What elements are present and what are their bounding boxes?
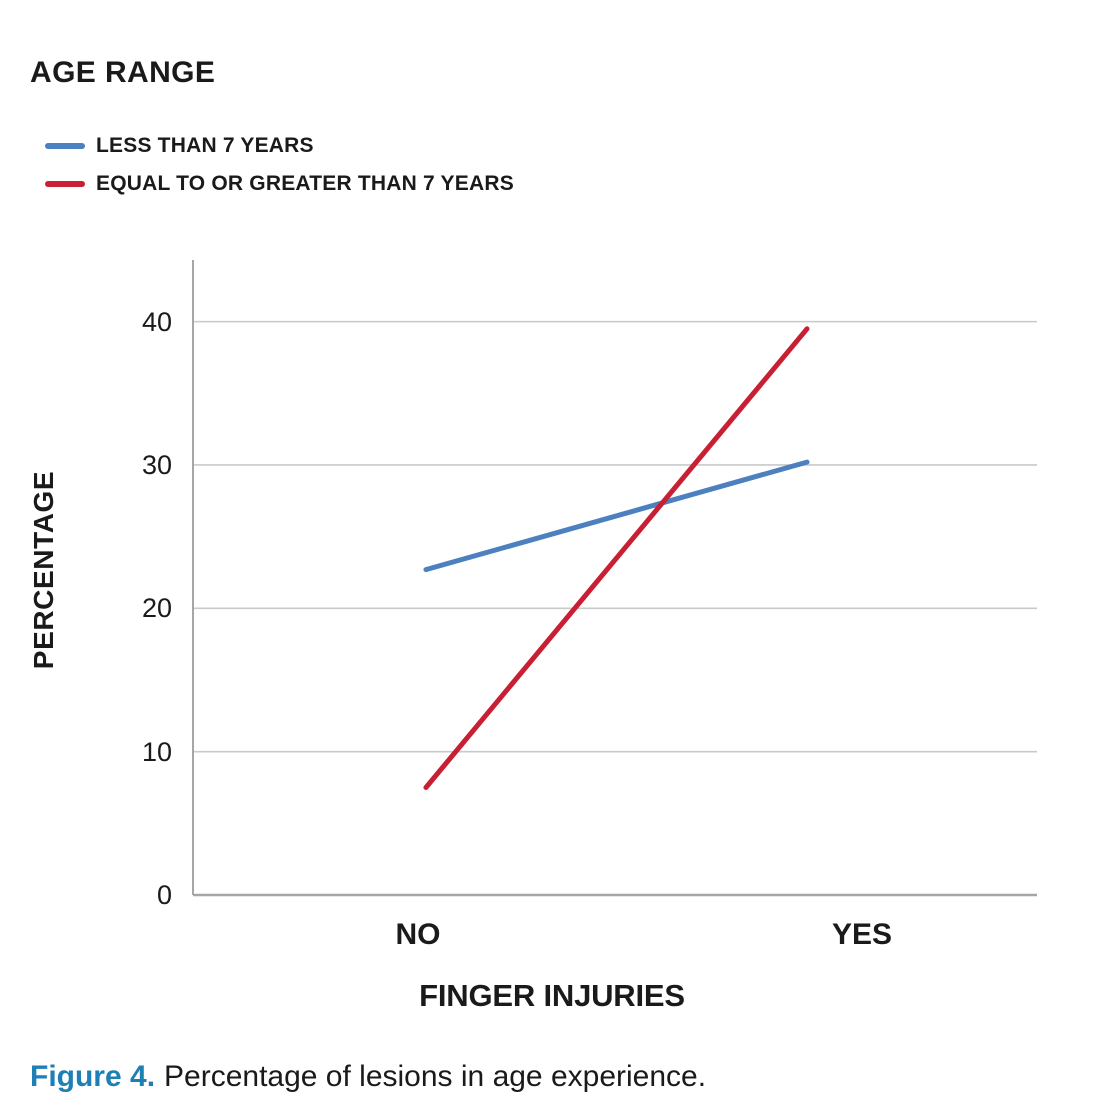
y-tick-label: 0 [156, 880, 172, 910]
chart-legend: AGE RANGE LESS THAN 7 YEARS EQUAL TO OR … [30, 56, 514, 196]
figure-caption-label: Figure 4. [30, 1060, 156, 1093]
legend-item-label: LESS THAN 7 YEARS [96, 134, 314, 157]
y-tick-label: 40 [141, 306, 172, 337]
y-tick-label: 10 [141, 736, 172, 767]
x-tick-label: YES [831, 918, 893, 951]
x-axis-title: FINGER INJURIES [419, 978, 685, 1013]
figure-caption: Figure 4. Percentage of lesions in age ex… [30, 1058, 706, 1096]
legend-title: AGE RANGE [30, 56, 216, 89]
y-tick-label: 30 [141, 449, 172, 480]
legend-item-equal-or-greater-7-years: EQUAL TO OR GREATER THAN 7 YEARS [30, 172, 514, 196]
legend-items: LESS THAN 7 YEARS EQUAL TO OR GREATER TH… [30, 134, 514, 196]
series-line-ge-7 [423, 326, 810, 790]
legend-item-less-than-7-years: LESS THAN 7 YEARS [30, 134, 514, 158]
legend-line-swatch-blue-icon [45, 143, 85, 149]
legend-line-swatch-red-icon [45, 181, 85, 187]
legend-item-label: EQUAL TO OR GREATER THAN 7 YEARS [96, 172, 514, 195]
x-tick-label: NO [395, 918, 441, 951]
figure-caption-text: Percentage of lesions in age experience. [164, 1060, 707, 1093]
series-line-less-than-7 [423, 459, 810, 573]
y-tick-label: 20 [141, 593, 172, 624]
